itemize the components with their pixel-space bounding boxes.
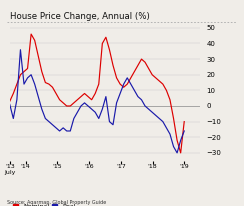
Legend: Nominal, Real: Nominal, Real [13, 204, 76, 206]
Text: House Price Change, Annual (%): House Price Change, Annual (%) [10, 12, 150, 21]
Text: Source: Aqarmap, Global Property Guide: Source: Aqarmap, Global Property Guide [7, 200, 107, 205]
